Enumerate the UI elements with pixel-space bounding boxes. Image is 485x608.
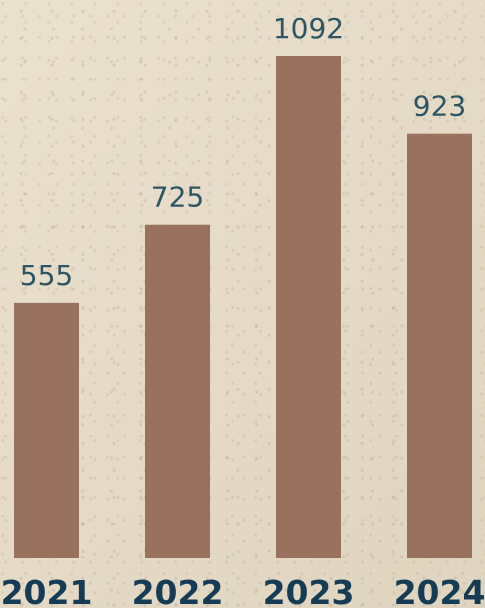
value-label-2021: 555 [20, 259, 73, 292]
category-label-2023: 2023 [263, 573, 355, 608]
category-label-2022: 2022 [132, 573, 224, 608]
category-label-2021: 2021 [1, 573, 93, 608]
bar-2023 [276, 56, 341, 558]
category-label-2024: 2024 [394, 573, 485, 608]
bar-2022 [145, 225, 210, 558]
bar-2021 [14, 303, 79, 558]
value-label-2023: 1092 [273, 12, 344, 45]
value-label-2022: 725 [151, 181, 204, 214]
value-label-2024: 923 [413, 90, 466, 123]
bar-2024 [407, 134, 472, 558]
